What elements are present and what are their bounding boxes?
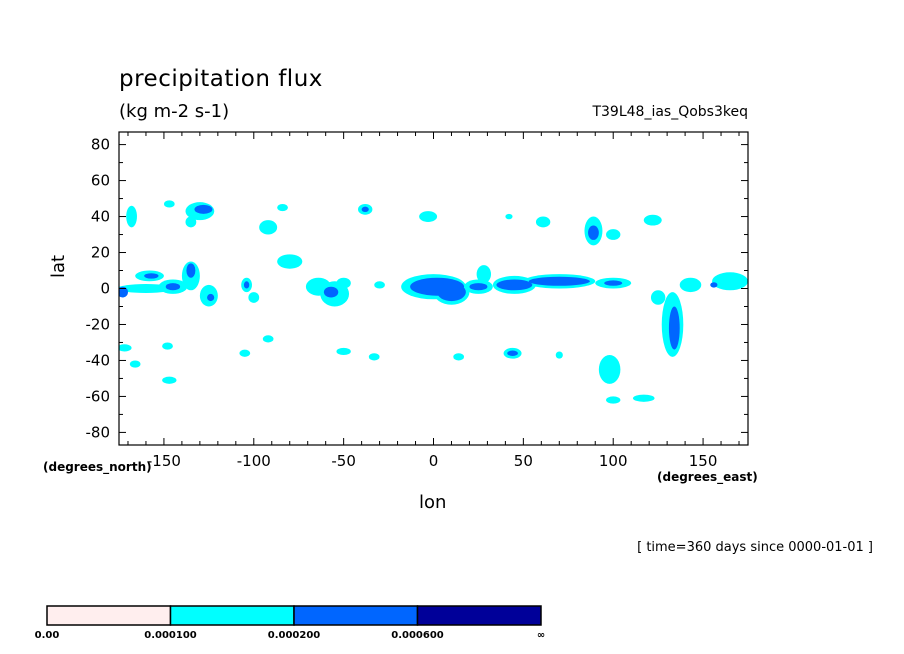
y-tick-label: 20 xyxy=(91,244,110,262)
x-tick-label: 50 xyxy=(514,452,533,470)
colorbar-label: ∞ xyxy=(537,630,545,641)
precip-region xyxy=(710,282,718,288)
precip-region xyxy=(604,280,623,286)
precip-region xyxy=(262,335,274,343)
precip-region xyxy=(119,286,128,298)
precip-region xyxy=(129,360,141,368)
time-note: [ time=360 days since 0000-01-01 ] xyxy=(637,540,873,555)
precip-region xyxy=(259,220,278,235)
colorbar-label: 0.000200 xyxy=(268,630,321,641)
precip-region xyxy=(162,342,173,350)
precip-region xyxy=(162,376,177,384)
precip-region xyxy=(277,203,288,212)
precip-region xyxy=(277,254,303,269)
precip-region xyxy=(323,286,339,298)
precip-region xyxy=(361,206,369,213)
precip-region xyxy=(186,263,196,278)
y-tick-label: -20 xyxy=(86,315,111,333)
precip-region xyxy=(632,394,655,402)
precip-region xyxy=(606,229,621,240)
precip-region xyxy=(207,293,215,302)
precip-region xyxy=(496,279,533,291)
x-tick-label: -100 xyxy=(237,452,271,470)
x-axis-label: lon xyxy=(419,492,447,513)
colorbar-label: 0.000600 xyxy=(391,630,444,641)
precip-region xyxy=(679,277,702,293)
y-tick-label: 0 xyxy=(100,280,110,298)
units-label: (kg m-2 s-1) xyxy=(119,101,230,122)
precip-region xyxy=(505,213,513,220)
x-unit-label: (degrees_east) xyxy=(657,470,758,484)
precip-region xyxy=(163,200,175,208)
precip-contours xyxy=(119,200,748,404)
precip-region xyxy=(476,265,492,284)
precip-region xyxy=(185,216,197,228)
x-tick-label: -150 xyxy=(147,452,181,470)
x-tick-label: 100 xyxy=(599,452,628,470)
x-tick-label: 150 xyxy=(689,452,718,470)
precip-region xyxy=(419,211,438,222)
y-tick-label: 60 xyxy=(91,172,110,190)
colorbar-swatch xyxy=(293,605,419,626)
axis-tick-labels: -150 -100 -50 0 50 100 150 80 60 40 20 0 -20 -40 -60 -8… xyxy=(86,136,718,470)
colorbar-swatch xyxy=(416,605,542,626)
precip-region xyxy=(243,281,250,289)
x-tick-label: -50 xyxy=(331,452,356,470)
precip-region xyxy=(588,225,599,240)
precip-region xyxy=(437,283,466,302)
precip-region xyxy=(119,344,132,352)
x-tick-label: 0 xyxy=(429,452,439,470)
precip-region xyxy=(368,353,380,361)
precip-region xyxy=(144,273,159,279)
precip-region xyxy=(535,216,551,228)
y-tick-label: -40 xyxy=(86,351,111,369)
precip-region xyxy=(598,355,621,384)
precip-region xyxy=(507,350,518,356)
colorbar-swatch xyxy=(169,605,295,626)
precip-region xyxy=(712,272,748,291)
colorbar-swatch xyxy=(46,605,172,626)
y-tick-label: -80 xyxy=(86,423,111,441)
precip-region xyxy=(453,353,465,361)
y-tick-label: 80 xyxy=(91,136,110,154)
precip-region xyxy=(126,205,137,228)
precip-region xyxy=(165,283,181,291)
y-tick-label: 40 xyxy=(91,208,110,226)
y-axis-label: lat xyxy=(48,254,69,278)
precip-region xyxy=(555,351,563,359)
axis-ticks xyxy=(119,132,748,445)
y-unit-label: (degrees_north) xyxy=(43,460,152,474)
precip-region xyxy=(650,290,666,305)
colorbar-label: 0.000100 xyxy=(144,630,197,641)
precip-region xyxy=(469,283,488,291)
precip-region xyxy=(528,276,590,286)
precip-region xyxy=(643,214,662,226)
precip-region xyxy=(336,347,351,356)
precip-region xyxy=(194,204,213,214)
precip-region xyxy=(336,277,351,289)
precip-region xyxy=(668,306,680,350)
model-label: T39L48_ias_Qobs3keq xyxy=(592,104,748,120)
chart-title: precipitation flux xyxy=(119,66,323,92)
colorbar: 0.00 0.000100 0.000200 0.000600 ∞ xyxy=(35,605,545,641)
y-tick-label: -60 xyxy=(86,387,111,405)
colorbar-label: 0.00 xyxy=(35,630,60,641)
precip-region xyxy=(606,396,621,404)
precip-region xyxy=(374,281,385,289)
precip-region xyxy=(248,292,260,303)
precip-region xyxy=(239,349,251,357)
